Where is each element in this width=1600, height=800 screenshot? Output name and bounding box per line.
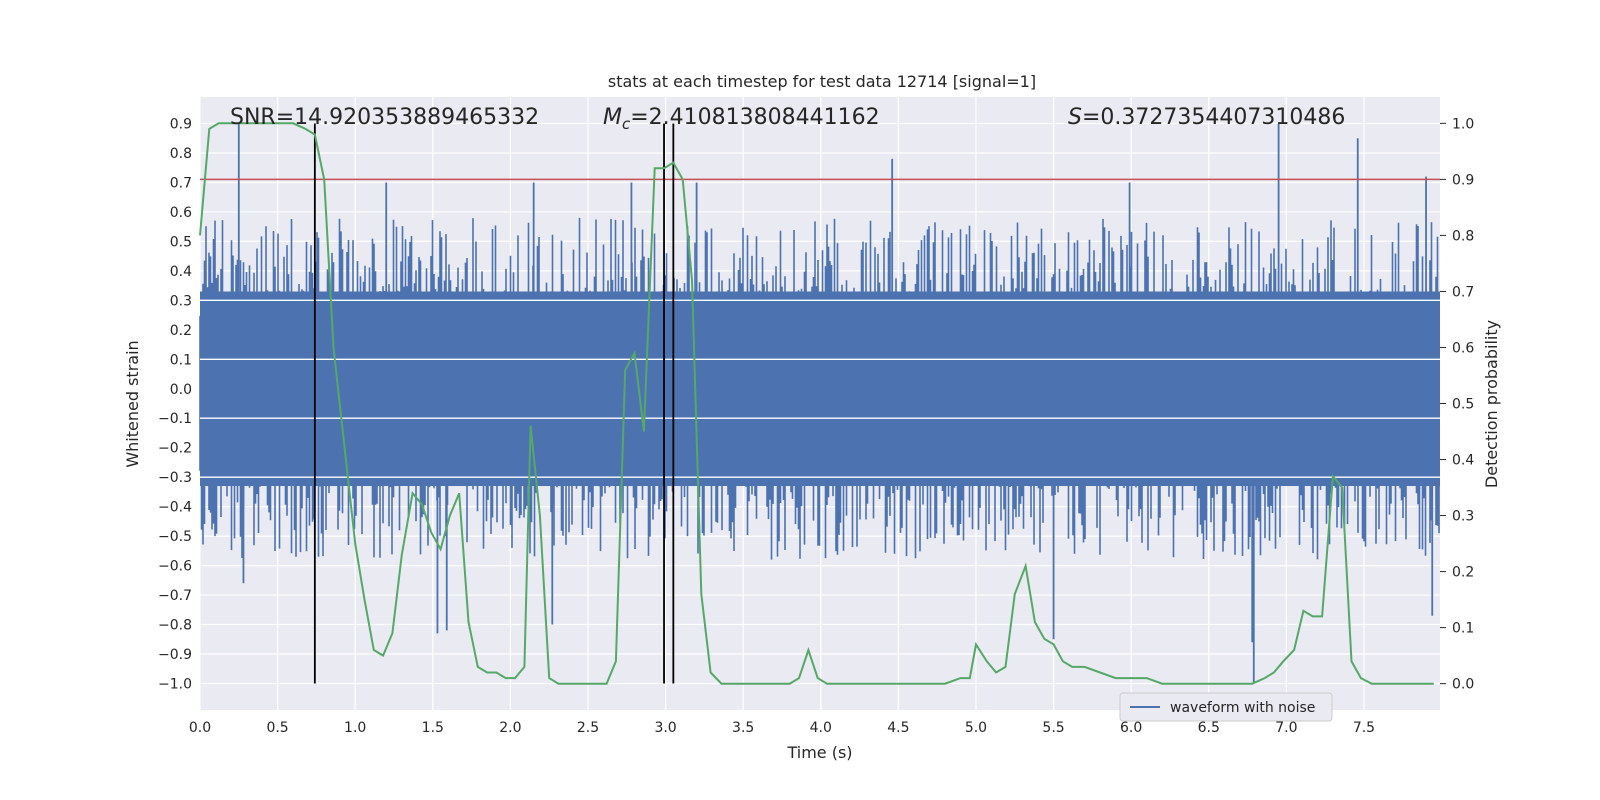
- y2-tick-label-7: 0.3: [1452, 509, 1474, 525]
- s-symbol: S: [1068, 105, 1082, 130]
- y2-tick-label-8: 0.2: [1452, 565, 1474, 581]
- y-tick-label-15: −0.6: [158, 559, 192, 575]
- x-tick-label-11: 5.5: [1042, 720, 1064, 736]
- x-tick-label-5: 2.5: [577, 720, 599, 736]
- y2-tick-label-10: 0.0: [1452, 677, 1474, 693]
- y-tick-label-3: 0.6: [170, 205, 192, 221]
- probability-line: [199, 122, 1434, 685]
- y-tick-label-10: −0.1: [158, 411, 192, 427]
- s-value: =0.3727354407310486: [1082, 105, 1345, 130]
- y-axis-label: Whitened strain: [123, 340, 142, 467]
- y-tick-label-0: 0.9: [170, 117, 192, 133]
- chirp-mass-value: =2.410813808441162: [630, 105, 879, 130]
- x-tick-label-14: 7.0: [1275, 720, 1297, 736]
- y-tick-label-2: 0.7: [170, 175, 192, 191]
- y-tick-label-9: 0.0: [170, 382, 192, 398]
- y-tick-label-14: −0.5: [158, 529, 192, 545]
- x-tick-label-13: 6.5: [1198, 720, 1220, 736]
- x-axis-label: Time (s): [786, 743, 852, 762]
- y-tick-label-13: −0.4: [158, 500, 192, 516]
- y-tick-label-1: 0.8: [170, 146, 192, 162]
- y-tick-label-19: −1.0: [158, 676, 192, 692]
- y2-tick-label-5: 0.5: [1452, 397, 1474, 413]
- y-tick-label-8: 0.1: [170, 352, 192, 368]
- legend-box: [1119, 692, 1333, 722]
- x-tick-label-12: 6.0: [1120, 720, 1142, 736]
- x-tick-label-6: 3.0: [654, 720, 676, 736]
- y-tick-label-6: 0.3: [170, 293, 192, 309]
- chirp-mass-subscript: c: [622, 115, 631, 133]
- chirp-mass-symbol: M: [603, 105, 622, 130]
- x-tick-label-2: 1.0: [344, 720, 366, 736]
- y-tick-label-18: −0.9: [158, 647, 192, 663]
- y-tick-labels: 0.9 0.8 0.7 0.6 0.5 0.4 0.3 0.2 0.1 0.0 −0.1 −0.2 −0…: [158, 117, 192, 693]
- y2-tick-label-3: 0.7: [1452, 284, 1474, 300]
- y-tick-label-16: −0.7: [158, 588, 192, 604]
- waveform-core: [200, 291, 1440, 487]
- vlines-layer: [313, 123, 675, 684]
- x-tick-label-15: 7.5: [1353, 720, 1375, 736]
- y2-tick-label-4: 0.6: [1452, 340, 1474, 356]
- legend: waveform with noise: [1119, 692, 1333, 722]
- chart-title: stats at each timestep for test data 127…: [608, 72, 1036, 91]
- x-tick-label-8: 4.0: [810, 720, 832, 736]
- chirp-mass-annotation: Mc=2.410813808441162: [603, 105, 880, 133]
- y-tick-label-4: 0.5: [170, 234, 192, 250]
- y2-tick-label-0: 1.0: [1452, 116, 1474, 132]
- y2-tick-label-1: 0.9: [1452, 172, 1474, 188]
- x-tick-label-9: 4.5: [887, 720, 909, 736]
- legend-label-waveform: waveform with noise: [1170, 700, 1315, 716]
- snr-annotation: SNR=14.920353889465332: [230, 105, 539, 130]
- y2-tick-label-2: 0.8: [1452, 228, 1474, 244]
- x-tick-label-10: 5.0: [965, 720, 987, 736]
- y2-axis-label: Detection probability: [1482, 320, 1501, 488]
- x-tick-label-3: 1.5: [422, 720, 444, 736]
- y-tick-label-17: −0.8: [158, 618, 192, 634]
- x-tick-label-7: 3.5: [732, 720, 754, 736]
- x-tick-labels: 0.0 0.5 1.0 1.5 2.0 2.5 3.0 3.5 4.0 4.5 5.0 5.5 6.0 6…: [189, 720, 1375, 736]
- x-tick-label-4: 2.0: [499, 720, 521, 736]
- y2-tick-labels: 1.0 0.9 0.8 0.7 0.6 0.5 0.4 0.3 0.2 0.1 0.0: [1440, 116, 1474, 693]
- y-tick-label-12: −0.3: [158, 470, 192, 486]
- x-tick-label-1: 0.5: [266, 720, 288, 736]
- s-annotation: S=0.3727354407310486: [1068, 105, 1345, 130]
- y-tick-label-11: −0.2: [158, 441, 192, 457]
- y-tick-label-7: 0.2: [170, 323, 192, 339]
- y2-tick-label-9: 0.1: [1452, 621, 1474, 637]
- waveform-series: [199, 123, 1440, 684]
- probability-layer: [199, 122, 1434, 685]
- y2-tick-label-6: 0.4: [1452, 453, 1474, 469]
- y-tick-label-5: 0.4: [170, 264, 192, 280]
- x-tick-label-0: 0.0: [189, 720, 211, 736]
